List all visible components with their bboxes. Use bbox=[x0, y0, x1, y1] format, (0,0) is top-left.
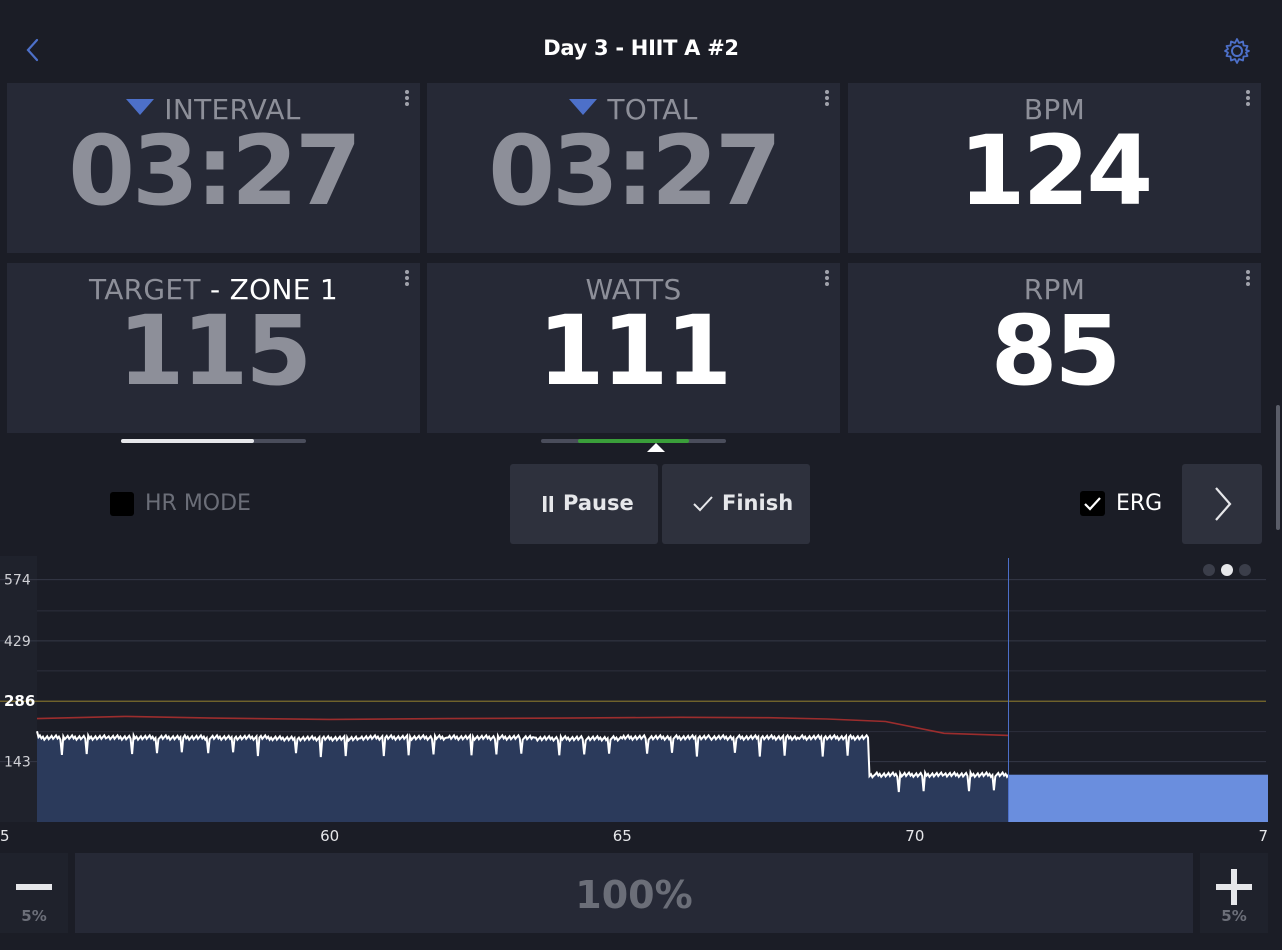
total-tile[interactable]: TOTAL 03:27 bbox=[427, 83, 840, 253]
hr-mode-label: HR MODE bbox=[145, 491, 251, 516]
x-tick-label-1: 60 bbox=[320, 827, 339, 845]
power-line bbox=[36, 730, 1010, 793]
pause-button[interactable]: Pause bbox=[510, 464, 658, 544]
interval-progress-fill bbox=[121, 439, 255, 443]
power-chart[interactable]: 574 429 286 143 5 60 65 70 7 bbox=[0, 556, 1282, 852]
intensity-percent: 100% bbox=[575, 873, 693, 917]
x-tick-label-0: 5 bbox=[0, 827, 10, 845]
page-dot-0 bbox=[1203, 564, 1215, 576]
minus-icon bbox=[16, 884, 52, 890]
interval-progress-bar bbox=[121, 439, 306, 443]
rpm-menu-icon[interactable] bbox=[1243, 269, 1253, 287]
erg-checkbox[interactable] bbox=[1080, 491, 1105, 516]
intensity-display: 100% bbox=[75, 853, 1193, 933]
target-label-row: TARGET - ZONE 1 bbox=[7, 273, 420, 306]
scrollbar[interactable] bbox=[1276, 405, 1280, 530]
gear-icon bbox=[1224, 38, 1250, 64]
chevron-right-icon bbox=[1215, 487, 1232, 521]
power-chart-svg: 574 429 286 143 5 60 65 70 7 bbox=[0, 556, 1268, 845]
y-tick-label-3: 143 bbox=[4, 755, 31, 771]
power-area bbox=[37, 731, 1009, 822]
next-interval-button[interactable] bbox=[1182, 464, 1262, 544]
total-label: TOTAL bbox=[607, 93, 698, 126]
interval-label-row: INTERVAL bbox=[7, 93, 420, 126]
x-tick-label-2: 65 bbox=[613, 827, 632, 845]
bpm-label: BPM bbox=[1023, 93, 1086, 126]
y-tick-label-2: 286 bbox=[4, 692, 35, 710]
total-menu-icon[interactable] bbox=[822, 89, 832, 107]
bpm-tile[interactable]: BPM 124 bbox=[848, 83, 1261, 253]
target-value: 115 bbox=[117, 295, 312, 407]
triangle-down-icon bbox=[569, 99, 598, 115]
y-axis-gutter bbox=[0, 556, 37, 822]
upcoming-target-block bbox=[1008, 774, 1268, 822]
settings-button[interactable] bbox=[1222, 36, 1252, 66]
decrease-step: 5% bbox=[21, 907, 47, 925]
interval-tile[interactable]: INTERVAL 03:27 bbox=[7, 83, 420, 253]
target-menu-icon[interactable] bbox=[402, 269, 412, 287]
hr-mode-checkbox[interactable] bbox=[110, 492, 134, 516]
watts-menu-icon[interactable] bbox=[822, 269, 832, 287]
target-tile[interactable]: TARGET - ZONE 1 115 bbox=[7, 263, 420, 433]
target-label: TARGET bbox=[88, 273, 201, 306]
finish-button[interactable]: Finish bbox=[662, 464, 810, 544]
watts-marker-icon bbox=[647, 443, 665, 452]
watts-label: WATTS bbox=[585, 273, 682, 306]
plus-icon bbox=[1216, 869, 1252, 905]
increase-step: 5% bbox=[1221, 907, 1247, 925]
y-tick-label-1: 429 bbox=[4, 634, 31, 650]
page-dot-2 bbox=[1239, 564, 1251, 576]
watts-tile[interactable]: WATTS 111 bbox=[427, 263, 840, 433]
rpm-tile[interactable]: RPM 85 bbox=[848, 263, 1261, 433]
watts-range-bar bbox=[541, 439, 726, 443]
triangle-down-icon bbox=[126, 99, 155, 115]
target-zone: - ZONE 1 bbox=[210, 273, 339, 306]
interval-value: 03:27 bbox=[68, 115, 362, 227]
rpm-label: RPM bbox=[1023, 273, 1086, 306]
interval-menu-icon[interactable] bbox=[402, 89, 412, 107]
x-tick-label-3: 70 bbox=[905, 827, 924, 845]
watts-value: 111 bbox=[537, 295, 732, 407]
interval-label: INTERVAL bbox=[164, 93, 301, 126]
back-button[interactable] bbox=[18, 36, 46, 64]
total-label-row: TOTAL bbox=[427, 93, 840, 126]
checkmark-icon bbox=[693, 496, 713, 512]
workout-title: Day 3 - HIIT A #2 bbox=[543, 36, 739, 60]
erg-label: ERG bbox=[1116, 491, 1163, 516]
rpm-value: 85 bbox=[990, 295, 1122, 407]
watts-range-fill bbox=[578, 439, 689, 443]
finish-label: Finish bbox=[722, 491, 794, 515]
pause-label: Pause bbox=[563, 491, 634, 515]
checkmark-icon bbox=[1084, 497, 1101, 511]
page-dot-1 bbox=[1221, 564, 1233, 576]
chevron-left-icon bbox=[26, 38, 39, 62]
top-bar: Day 3 - HIIT A #2 bbox=[0, 0, 1282, 82]
y-tick-label-0: 574 bbox=[4, 573, 31, 589]
decrease-button[interactable]: 5% bbox=[0, 853, 68, 933]
total-value: 03:27 bbox=[488, 115, 782, 227]
bpm-value: 124 bbox=[958, 115, 1153, 227]
bpm-menu-icon[interactable] bbox=[1243, 89, 1253, 107]
x-tick-label-4: 7 bbox=[1258, 827, 1268, 845]
pause-icon bbox=[543, 496, 553, 512]
increase-button[interactable]: 5% bbox=[1200, 853, 1268, 933]
heart-rate-line bbox=[36, 715, 1009, 737]
